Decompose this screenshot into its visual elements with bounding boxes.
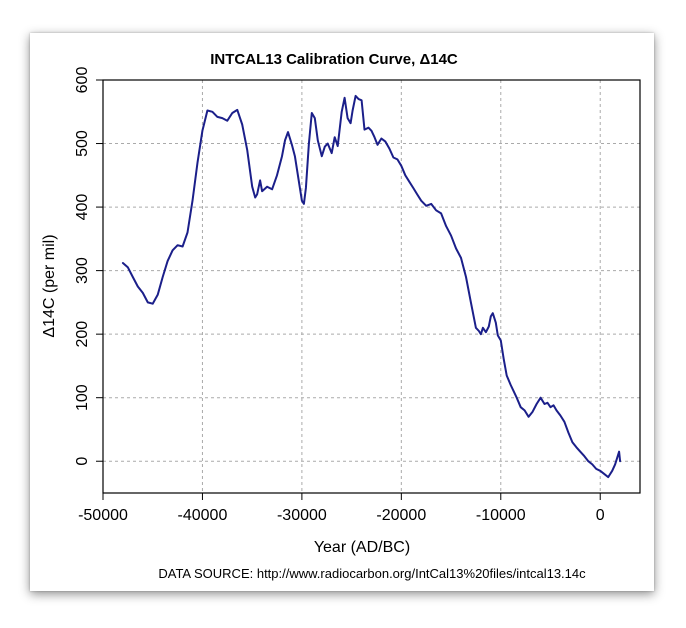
grid-lines bbox=[102, 79, 640, 493]
y-axis-title: Δ14C (per mil) bbox=[41, 234, 58, 337]
x-axis-title: Year (AD/BC) bbox=[314, 539, 410, 556]
x-tick-label: -20000 bbox=[376, 507, 426, 524]
y-tick-label: 100 bbox=[74, 384, 91, 411]
x-tick-label: -40000 bbox=[178, 507, 228, 524]
y-tick-label: 400 bbox=[74, 194, 91, 221]
y-tick-label: 0 bbox=[74, 457, 91, 466]
x-tick-label: -50000 bbox=[78, 507, 128, 524]
x-tick-label: -30000 bbox=[277, 507, 327, 524]
chart-title: INTCAL13 Calibration Curve, Δ14C bbox=[210, 51, 458, 68]
series-line-delta14c bbox=[121, 94, 622, 479]
y-tick-label: 500 bbox=[74, 130, 91, 157]
y-tick-label: 300 bbox=[74, 257, 91, 284]
x-tick-label: -10000 bbox=[476, 507, 526, 524]
y-tick-label: 600 bbox=[74, 67, 91, 94]
y-axis: 0 100 200 300 400 500 600 bbox=[74, 67, 103, 466]
intcal13-chart: INTCAL13 Calibration Curve, Δ14C 0 100 200… bbox=[41, 51, 641, 581]
data-source-note: DATA SOURCE: http://www.radiocarbon.org/… bbox=[158, 566, 586, 581]
chart-card: INTCAL13 Calibration Curve, Δ14C 0 100 200… bbox=[30, 33, 654, 591]
plot-frame bbox=[102, 79, 641, 494]
y-tick-label: 200 bbox=[74, 321, 91, 348]
x-axis: -50000 -40000 -30000 -20000 -10000 0 bbox=[78, 493, 605, 524]
x-tick-label: 0 bbox=[596, 507, 605, 524]
